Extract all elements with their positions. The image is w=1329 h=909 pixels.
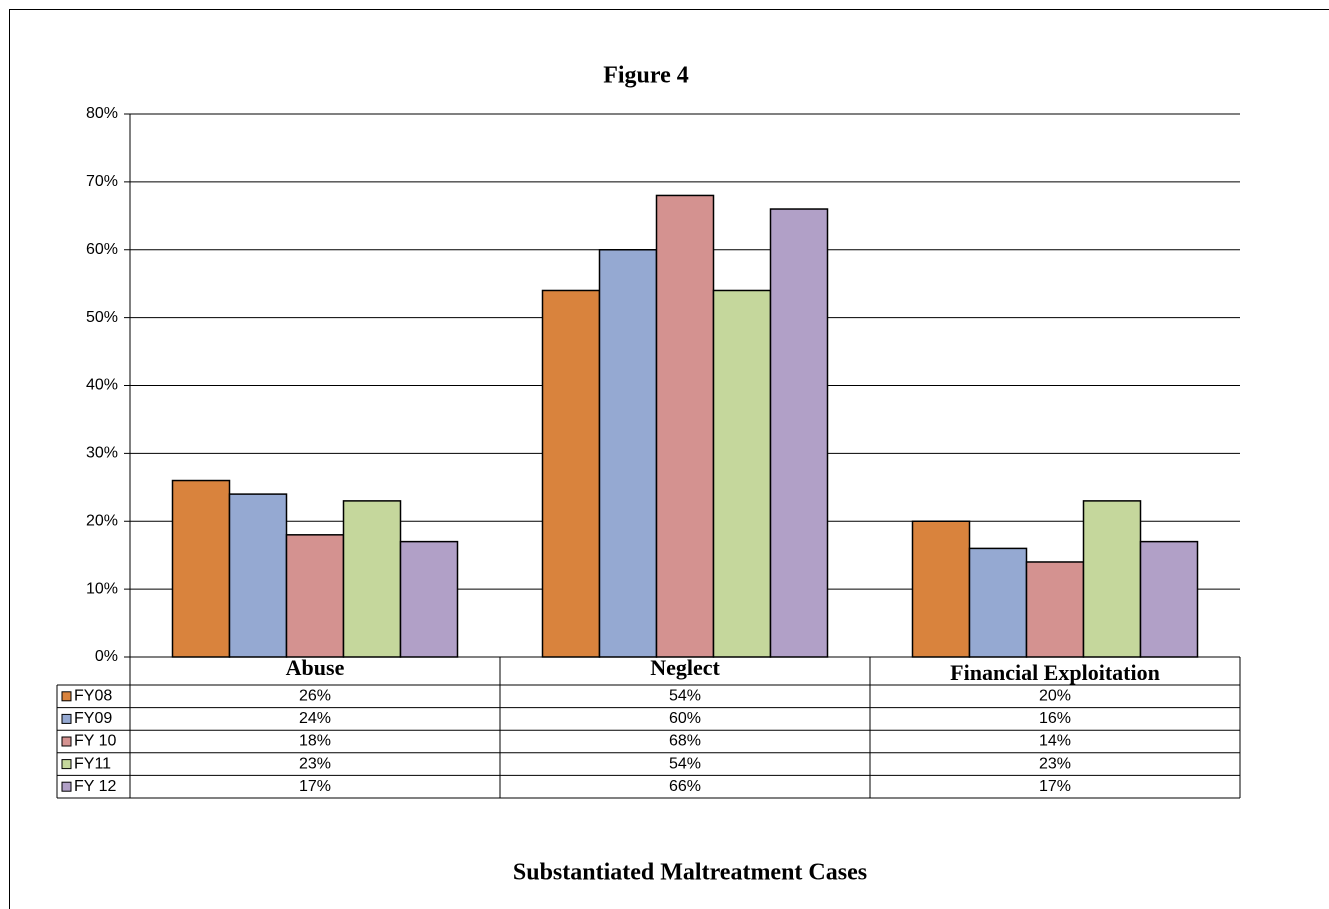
bar	[228, 493, 288, 658]
legend-swatch	[61, 713, 72, 724]
data-table-value: 24%	[299, 710, 331, 727]
chart-subtitle: Substantiated Maltreatment Cases	[513, 860, 867, 886]
data-table-value: 20%	[1039, 688, 1071, 705]
y-tick-label: 80%	[86, 105, 118, 122]
bar	[1082, 500, 1142, 658]
y-tick-label: 10%	[86, 580, 118, 597]
data-table-value: 66%	[669, 778, 701, 795]
data-table-value: 68%	[669, 733, 701, 750]
data-table-value: 54%	[669, 688, 701, 705]
bar	[712, 289, 772, 658]
x-tick-label: Abuse	[286, 655, 345, 680]
bar	[598, 249, 658, 658]
data-table-value: 14%	[1039, 733, 1071, 750]
bar	[655, 194, 715, 658]
data-table-value: 17%	[1039, 778, 1071, 795]
data-table-value: 16%	[1039, 710, 1071, 727]
legend-label: FY08	[74, 688, 112, 705]
legend-label: FY 12	[74, 778, 117, 795]
bar	[399, 540, 459, 658]
legend-swatch	[61, 691, 72, 702]
legend-swatch	[61, 736, 72, 747]
bar	[1139, 540, 1199, 658]
bar	[968, 547, 1028, 658]
bar	[541, 289, 601, 658]
data-table-value: 18%	[299, 733, 331, 750]
data-table-value: 23%	[299, 755, 331, 772]
bar	[1025, 561, 1085, 658]
legend-swatch	[61, 759, 72, 770]
legend-label: FY11	[74, 755, 111, 772]
bar	[769, 208, 829, 658]
bar	[342, 500, 402, 658]
y-tick-label: 20%	[86, 512, 118, 529]
legend-swatch	[61, 781, 72, 792]
bar	[911, 520, 971, 658]
x-tick-label: Financial Exploitation	[950, 660, 1160, 685]
data-table-value: 23%	[1039, 755, 1071, 772]
chart-title: Figure 4	[603, 63, 689, 89]
data-table-value: 26%	[299, 688, 331, 705]
data-table-value: 60%	[669, 710, 701, 727]
x-tick-label: Neglect	[650, 655, 720, 680]
y-tick-label: 70%	[86, 173, 118, 190]
data-table-value: 17%	[299, 778, 331, 795]
y-tick-label: 60%	[86, 241, 118, 258]
y-tick-label: 50%	[86, 309, 118, 326]
y-tick-label: 0%	[95, 648, 118, 665]
bar	[171, 479, 231, 658]
legend-label: FY09	[74, 710, 112, 727]
bar	[285, 534, 345, 658]
legend-label: FY 10	[74, 733, 117, 750]
y-tick-label: 40%	[86, 377, 118, 394]
data-table-value: 54%	[669, 755, 701, 772]
y-tick-label: 30%	[86, 445, 118, 462]
